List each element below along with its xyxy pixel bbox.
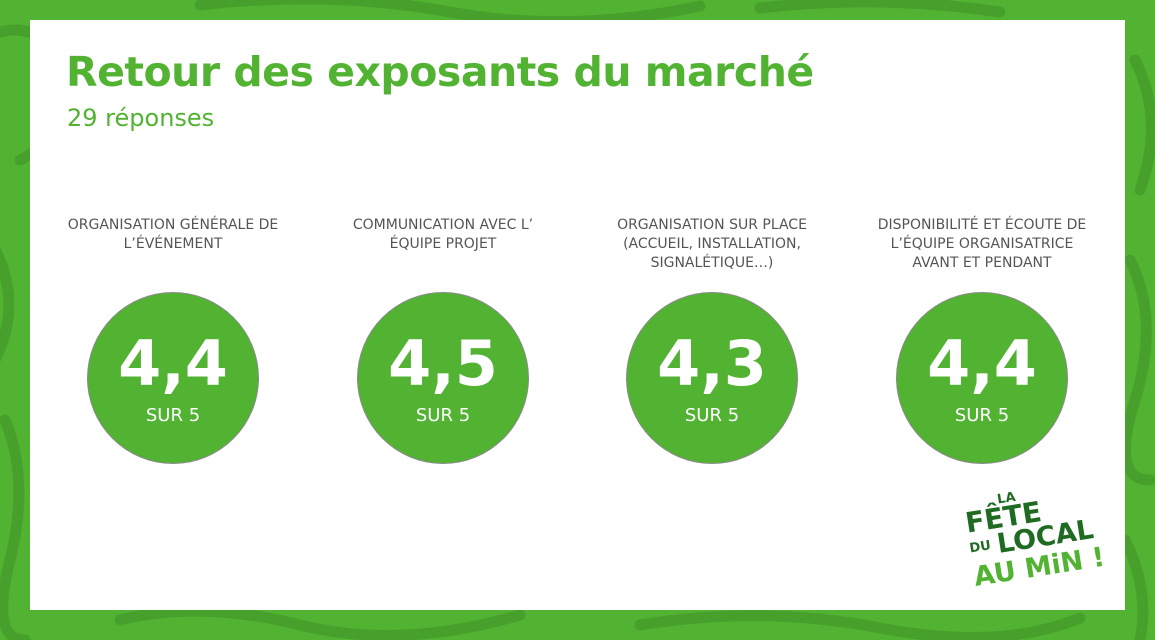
score-circle: 4,5 SUR 5 [358,293,528,463]
score-circle: 4,3 SUR 5 [627,293,797,463]
results-card: Retour des exposants du marché 29 répons… [30,20,1125,610]
logo-text-la: LA [996,490,1016,508]
metric-scale: SUR 5 [954,405,1010,426]
metric-label: ORGANISATION SUR PLACE (ACCUEIL, INSTALL… [617,217,807,271]
page-title: Retour des exposants du marché [66,48,814,96]
metric-label: DISPONIBILITÉ ET ÉCOUTE DE L’ÉQUIPE ORGA… [877,217,1087,271]
metric-scale: SUR 5 [145,405,201,426]
metric-label: COMMUNICATION AVEC L’ ÉQUIPE PROJET [352,217,534,252]
response-count: 29 réponses [67,104,215,132]
fete-du-local-logo: LA FÊTE DU LOCAL AU MiN ! [963,490,1107,593]
metric-card: ORGANISATION GÉNÉRALE DE L’ÉVÉNEMENT 4,4… [58,216,288,463]
logo-text-du: DU [969,538,992,556]
metric-scale: SUR 5 [415,405,471,426]
metric-card: ORGANISATION SUR PLACE (ACCUEIL, INSTALL… [597,216,827,463]
metric-score: 4,5 [388,327,498,400]
metric-card: DISPONIBILITÉ ET ÉCOUTE DE L’ÉQUIPE ORGA… [867,216,1097,463]
metric-score: 4,4 [118,327,228,400]
score-circle: 4,4 SUR 5 [88,293,258,463]
metric-score: 4,4 [927,327,1037,400]
score-circle: 4,4 SUR 5 [897,293,1067,463]
metric-card: COMMUNICATION AVEC L’ ÉQUIPE PROJET 4,5 … [328,216,558,463]
metric-score: 4,3 [657,327,767,400]
metric-scale: SUR 5 [684,405,740,426]
metric-label: ORGANISATION GÉNÉRALE DE L’ÉVÉNEMENT [67,217,279,252]
